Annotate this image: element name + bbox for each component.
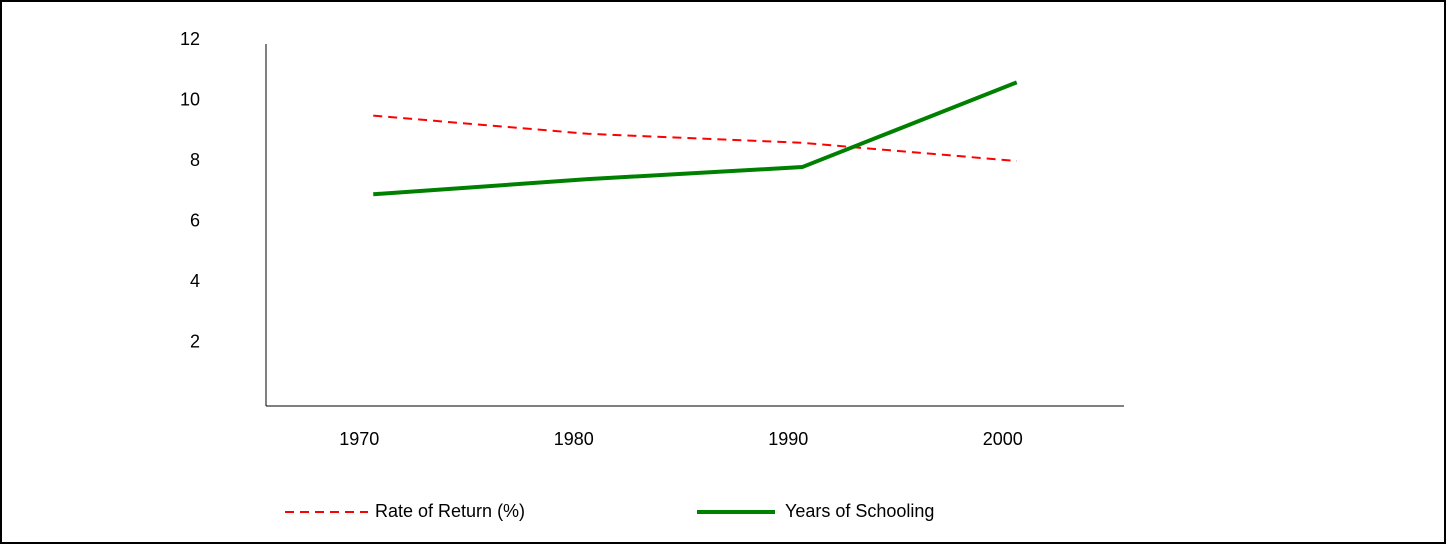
y-tick-label: 12: [180, 29, 200, 49]
y-tick-label: 6: [190, 210, 200, 230]
legend: Rate of Return (%) Years of Schooling: [285, 501, 934, 521]
legend-label: Years of Schooling: [785, 501, 934, 521]
series-line: [373, 114, 1017, 162]
y-tick-label: 8: [190, 150, 200, 170]
x-tick-label: 2000: [983, 429, 1023, 449]
series-line: [373, 80, 1018, 197]
x-tick-label: 1990: [768, 429, 808, 449]
y-tick-label: 10: [180, 89, 200, 109]
x-tick-label: 1970: [339, 429, 379, 449]
x-tick-label: 1980: [554, 429, 594, 449]
y-tick-label: 4: [190, 271, 200, 291]
y-tick-label: 2: [190, 331, 200, 351]
legend-label: Rate of Return (%): [375, 501, 525, 521]
